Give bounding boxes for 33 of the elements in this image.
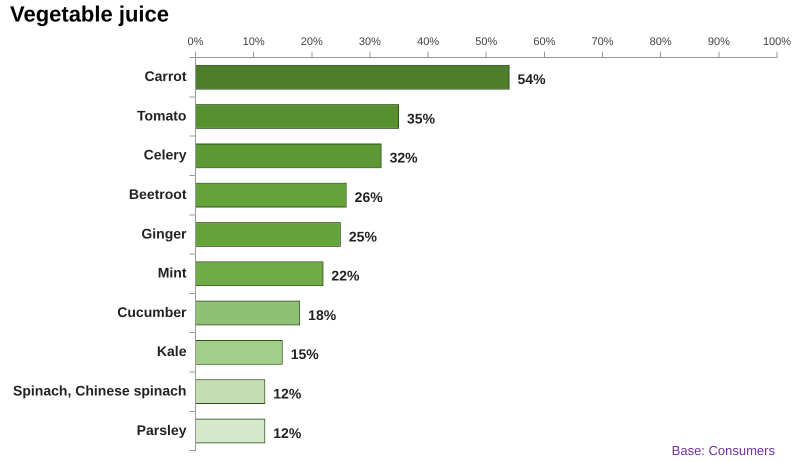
x-tick-label: 0% xyxy=(188,36,204,48)
y-tick-label: Beetroot xyxy=(128,186,187,202)
y-tick-label: Parsley xyxy=(136,422,187,438)
x-tick-label: 10% xyxy=(242,36,265,48)
y-tick-label: Carrot xyxy=(144,68,187,84)
x-tick-label: 20% xyxy=(300,36,324,48)
y-tick-label: Ginger xyxy=(141,225,188,242)
y-tick-label: Celery xyxy=(144,146,187,163)
x-tick-label: 80% xyxy=(650,36,672,48)
data-label: 12% xyxy=(273,386,302,402)
x-tick-label: 60% xyxy=(533,36,556,48)
data-label: 22% xyxy=(331,268,360,284)
data-label: 12% xyxy=(273,424,302,441)
x-tick-label: 70% xyxy=(592,36,614,48)
chart-title: Vegetable juice xyxy=(10,1,169,26)
data-label: 18% xyxy=(308,306,337,323)
data-label: 54% xyxy=(518,71,546,88)
y-tick-label: Spinach, Chinese spinach xyxy=(12,382,186,399)
x-tick-label: 90% xyxy=(708,36,730,48)
y-tick-label: Mint xyxy=(158,264,187,281)
y-tick-label: Kale xyxy=(156,343,187,360)
x-tick-label: 100% xyxy=(762,36,792,48)
data-label: 35% xyxy=(407,110,436,126)
data-label: 32% xyxy=(390,150,418,166)
annotation: Base: Consumers xyxy=(672,443,776,458)
data-label: 26% xyxy=(354,189,384,206)
x-tick-label: 30% xyxy=(358,36,382,48)
x-tick-label: 50% xyxy=(475,36,498,48)
y-tick-label: Cucumber xyxy=(117,304,188,320)
x-tick-label: 40% xyxy=(417,36,440,48)
data-label: 15% xyxy=(290,346,320,362)
y-tick-label: Tomato xyxy=(136,107,186,124)
data-label: 25% xyxy=(348,228,378,244)
